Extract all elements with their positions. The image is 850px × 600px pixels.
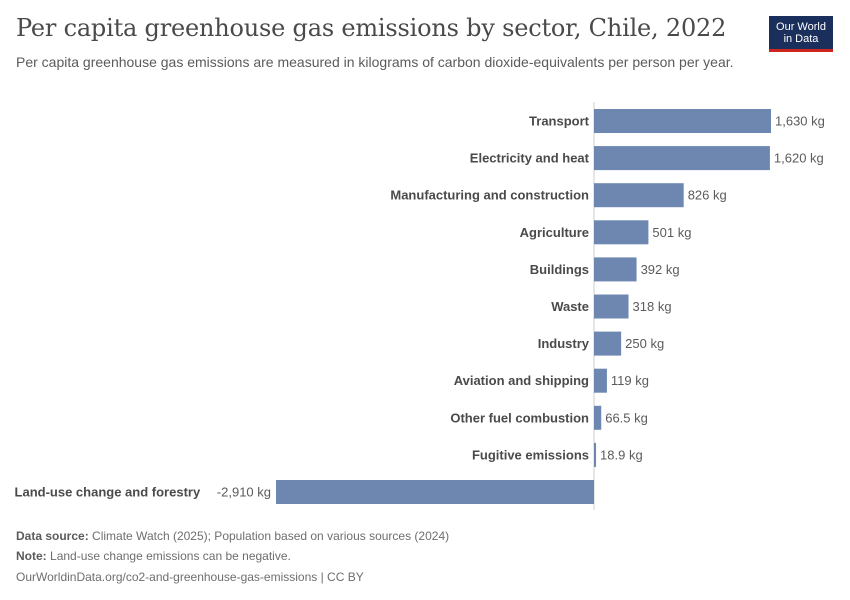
bar-6 <box>594 332 621 356</box>
note-label: Note: <box>16 549 47 563</box>
value-label-8: 66.5 kg <box>605 410 648 425</box>
value-label-7: 119 kg <box>611 373 649 388</box>
category-label-4: Buildings <box>530 262 589 277</box>
category-label-2: Manufacturing and construction <box>390 188 589 203</box>
bar-8 <box>594 406 601 430</box>
value-label-10: -2,910 kg <box>217 485 271 500</box>
logo-line-1: Our World <box>769 21 833 33</box>
value-label-5: 318 kg <box>633 299 672 314</box>
bar-4 <box>594 257 637 281</box>
category-label-1: Electricity and heat <box>470 151 590 166</box>
bar-0 <box>594 109 771 133</box>
category-label-7: Aviation and shipping <box>454 373 589 388</box>
category-label-5: Waste <box>551 299 589 314</box>
data-source: Data source: Climate Watch (2025); Popul… <box>16 529 449 543</box>
bar-1 <box>594 146 770 170</box>
data-source-text: Climate Watch (2025); Population based o… <box>92 529 449 543</box>
category-label-9: Fugitive emissions <box>472 447 589 462</box>
data-source-label: Data source: <box>16 529 89 543</box>
value-label-0: 1,630 kg <box>775 114 825 129</box>
value-label-9: 18.9 kg <box>600 447 643 462</box>
bar-10 <box>276 480 594 504</box>
bar-9 <box>594 443 596 467</box>
logo-line-2: in Data <box>769 33 833 45</box>
note-text: Land-use change emissions can be negativ… <box>50 549 291 563</box>
category-label-0: Transport <box>529 114 590 129</box>
chart-subtitle: Per capita greenhouse gas emissions are … <box>16 53 746 71</box>
category-label-10: Land-use change and forestry <box>15 485 201 500</box>
owid-logo[interactable]: Our World in Data <box>769 16 833 52</box>
bar-3 <box>594 220 648 244</box>
bar-7 <box>594 369 607 393</box>
bar-5 <box>594 295 629 319</box>
value-label-2: 826 kg <box>688 188 727 203</box>
category-label-6: Industry <box>538 336 590 351</box>
bar-chart: 1,630 kg Transport 1,620 kg Electricity and… <box>0 96 850 516</box>
value-label-4: 392 kg <box>641 262 680 277</box>
value-label-1: 1,620 kg <box>774 151 824 166</box>
value-label-3: 501 kg <box>652 225 691 240</box>
source-url[interactable]: OurWorldinData.org/co2-and-greenhouse-ga… <box>16 570 364 584</box>
chart-title: Per capita greenhouse gas emissions by s… <box>16 14 726 42</box>
category-label-8: Other fuel combustion <box>450 410 589 425</box>
category-label-3: Agriculture <box>520 225 589 240</box>
value-label-6: 250 kg <box>625 336 664 351</box>
bar-2 <box>594 183 684 207</box>
chart-note: Note: Land-use change emissions can be n… <box>16 549 291 563</box>
